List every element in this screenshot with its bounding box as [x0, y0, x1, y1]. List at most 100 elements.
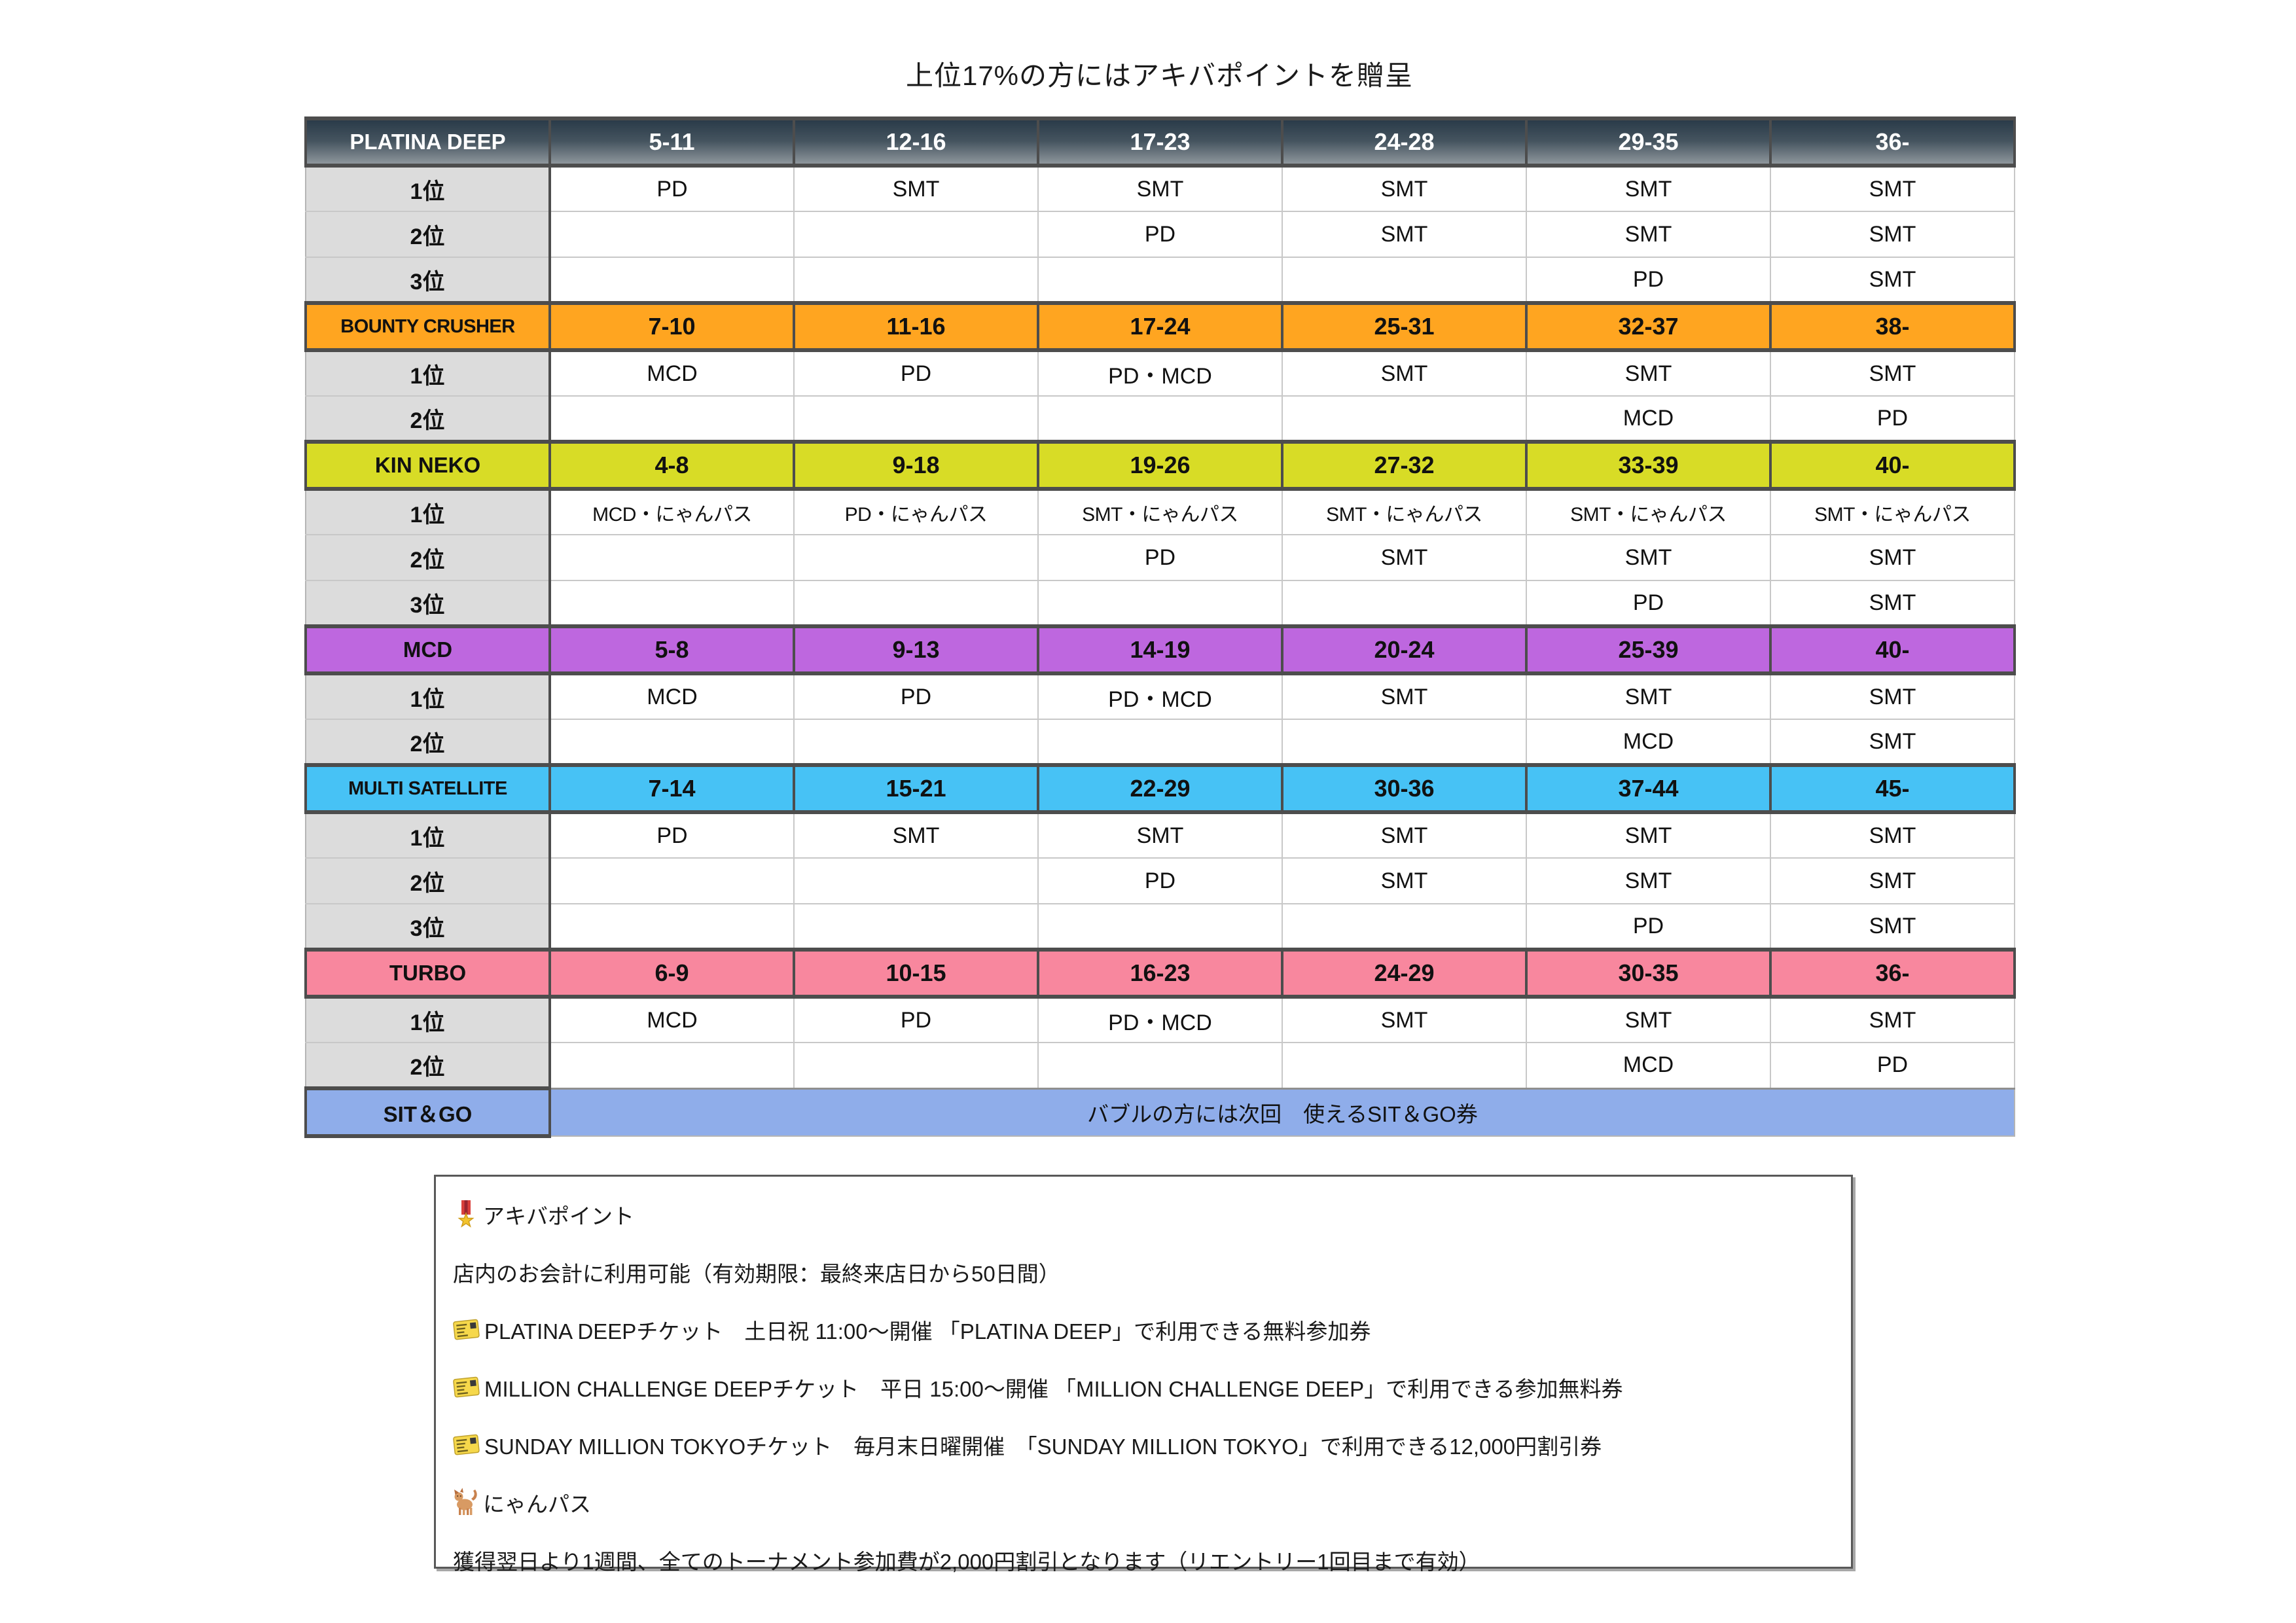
prize-table: PLATINA DEEP 5-11 12-16 17-23 24-28 29-35 36- 1… [304, 116, 2016, 1138]
entry-range: 33-39 [1525, 440, 1772, 491]
prize-row: 1位 PD SMT SMT SMT SMT SMT [305, 165, 2015, 212]
section-header-row: MULTI SATELLITE 7-14 15-21 22-29 30-36 37-44 4… [304, 763, 2016, 814]
prize-cell: SMT [1282, 673, 1527, 720]
prize-cell [549, 395, 795, 442]
entry-range: 17-24 [1037, 301, 1283, 352]
rank-label: 2位 [305, 857, 551, 904]
entry-range: 32-37 [1525, 301, 1772, 352]
prize-row: 3位 PD SMT [305, 580, 2015, 627]
rank-label: 2位 [305, 719, 551, 766]
legend-item: PLATINA DEEPチケット 土日祝 11:00〜開催 「PLATINA D… [453, 1314, 1838, 1346]
entry-range: 9-13 [793, 624, 1039, 675]
legend-item: にゃんパス [453, 1487, 1838, 1518]
legend-text: MILLION CHALLENGE DEEPチケット 平日 15:00〜開催 「… [484, 1377, 1623, 1401]
sitgo-row: SIT＆GO バブルの方には次回 使えるSIT＆GO券 [304, 1086, 2015, 1138]
prize-row: 2位 PD SMT SMT SMT [305, 211, 2015, 258]
prize-cell: SMT [1526, 211, 1771, 258]
ticket-icon [453, 1375, 480, 1400]
rank-label: 2位 [305, 395, 551, 442]
prize-cell [793, 211, 1039, 258]
prize-table-wrap: PLATINA DEEP 5-11 12-16 17-23 24-28 29-35 36- 1… [304, 116, 2016, 1138]
entry-range: 40- [1769, 624, 2016, 675]
rank-label: 3位 [305, 580, 551, 627]
prize-cell: SMT・にゃんパス [1526, 488, 1771, 535]
entry-range: 19-26 [1037, 440, 1283, 491]
prize-cell: SMT [1770, 165, 2015, 212]
prize-cell: PD [1770, 1042, 2015, 1089]
medal-icon [457, 1200, 475, 1228]
entry-range: 14-19 [1037, 624, 1283, 675]
prize-row: 1位 PD SMT SMT SMT SMT SMT [305, 812, 2015, 859]
section-header-row: BOUNTY CRUSHER 7-10 11-16 17-24 25-31 32-37 38… [304, 301, 2016, 352]
cat-icon [453, 1488, 479, 1518]
prize-cell: MCD [549, 996, 795, 1043]
prize-cell: SMT [1282, 165, 1527, 212]
rank-label: 3位 [305, 257, 551, 304]
prize-cell: SMT [1526, 673, 1771, 720]
prize-cell: PD [1037, 534, 1283, 581]
prize-cell [1037, 1042, 1283, 1089]
prize-cell: SMT [1770, 349, 2015, 397]
prize-row: 1位 MCD・にゃんパス PD・にゃんパス SMT・にゃんパス SMT・にゃんパス SMT… [305, 488, 2015, 535]
prize-cell: SMT [1770, 996, 2015, 1043]
entry-range: 38- [1769, 301, 2016, 352]
prize-cell: SMT [1770, 211, 2015, 258]
ticket-icon [453, 1317, 480, 1342]
prize-cell: MCD [1526, 395, 1771, 442]
rank-label: 2位 [305, 211, 551, 258]
section-header-row: MCD 5-8 9-13 14-19 20-24 25-39 40- [304, 624, 2016, 675]
prize-cell [549, 903, 795, 950]
legend-text: にゃんパス [483, 1492, 591, 1516]
prize-cell: SMT [1770, 580, 2015, 627]
prize-cell: PD [1526, 257, 1771, 304]
ticket-icon [453, 1434, 480, 1455]
prize-cell: PD [1037, 211, 1283, 258]
entry-range: 17-23 [1037, 116, 1283, 168]
rank-label: 1位 [305, 349, 551, 397]
prize-cell [549, 719, 795, 766]
entry-range: 24-29 [1281, 948, 1528, 999]
prize-cell: PD・MCD [1037, 673, 1283, 720]
legend-text: 獲得翌日より1週間、全てのトーナメント参加費が2,000円割引となります（リエン… [453, 1550, 1480, 1574]
medal-icon [453, 1200, 479, 1230]
section-header-row: TURBO 6-9 10-15 16-23 24-29 30-35 36- [304, 948, 2016, 999]
prize-cell: PD・MCD [1037, 996, 1283, 1043]
page-title: 上位17%の方にはアキバポイントを贈呈 [905, 60, 1414, 91]
prize-cell [1282, 257, 1527, 304]
rank-label: 3位 [305, 903, 551, 950]
section-name: KIN NEKO [304, 440, 551, 491]
prize-cell: PD [793, 996, 1039, 1043]
prize-cell: SMT [1770, 673, 2015, 720]
entry-range: 15-21 [793, 763, 1039, 814]
entry-range: 25-31 [1281, 301, 1528, 352]
prize-cell: SMT [1526, 857, 1771, 904]
prize-cell [793, 257, 1039, 304]
prize-cell [1282, 580, 1527, 627]
entry-range: 29-35 [1525, 116, 1772, 168]
entry-range: 45- [1769, 763, 2016, 814]
prize-cell [549, 857, 795, 904]
prize-cell [549, 1042, 795, 1089]
entry-range: 5-11 [548, 116, 795, 168]
entry-range: 16-23 [1037, 948, 1283, 999]
entry-range: 7-10 [548, 301, 795, 352]
entry-range: 7-14 [548, 763, 795, 814]
prize-cell: SMT [1282, 534, 1527, 581]
prize-cell [1037, 903, 1283, 950]
prize-cell: SMT [1282, 349, 1527, 397]
prize-cell [549, 211, 795, 258]
entry-range: 25-39 [1525, 624, 1772, 675]
section-name: MULTI SATELLITE [304, 763, 551, 814]
prize-cell [793, 1042, 1039, 1089]
prize-cell: SMT・にゃんパス [1037, 488, 1283, 535]
rank-label: 1位 [305, 812, 551, 859]
prize-cell: PD [1526, 580, 1771, 627]
legend-text: アキバポイント [483, 1204, 634, 1228]
prize-cell [1037, 257, 1283, 304]
prize-cell [549, 580, 795, 627]
prize-cell: SMT [1037, 165, 1283, 212]
prize-cell: SMT [1526, 812, 1771, 859]
prize-cell: SMT [1770, 857, 2015, 904]
section-name: TURBO [304, 948, 551, 999]
rank-label: 1位 [305, 996, 551, 1043]
